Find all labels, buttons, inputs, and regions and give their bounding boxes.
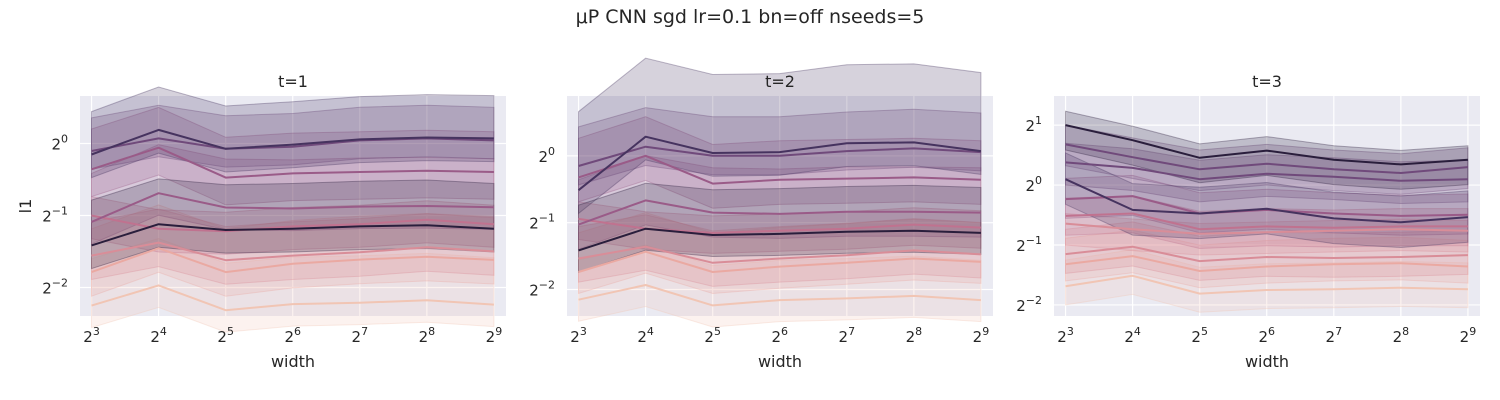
y-tick-label: 2−2 bbox=[529, 279, 555, 300]
series-band-7 bbox=[578, 107, 982, 186]
series-line-8 bbox=[91, 128, 494, 156]
series-line-8 bbox=[577, 135, 982, 191]
series-line-3 bbox=[578, 245, 981, 264]
x-tick-label: 26 bbox=[771, 325, 788, 346]
x-tick-label: 24 bbox=[150, 325, 167, 346]
x-tick-label: 28 bbox=[419, 325, 436, 346]
x-tick-label: 26 bbox=[1258, 325, 1275, 346]
x-tick-label: 29 bbox=[973, 325, 990, 346]
series-line-8 bbox=[1065, 143, 1468, 174]
series-band-5 bbox=[1065, 195, 1469, 250]
x-tick-label: 23 bbox=[1057, 325, 1074, 346]
subplot-1: t=1 23 24 25 26 27 28 29 2−2 2−1 20 width l1 bbox=[16, 72, 506, 371]
series-band-5 bbox=[91, 144, 495, 245]
y-tick-label: 2−1 bbox=[529, 212, 555, 233]
y-tick-label: 2−1 bbox=[42, 205, 68, 226]
subplot-title: t=2 bbox=[765, 72, 795, 91]
series-line-3 bbox=[91, 241, 494, 262]
series-line-9 bbox=[1065, 178, 1468, 224]
subplot-2: t=2 23 24 25 26 27 28 29 2−2 2−1 20 width bbox=[529, 57, 993, 371]
subplot-title: t=3 bbox=[1252, 72, 1282, 91]
series-line-10 bbox=[1065, 124, 1468, 166]
series-band-3 bbox=[1065, 221, 1469, 281]
x-axis-label: width bbox=[758, 352, 802, 371]
series-line-1 bbox=[578, 284, 981, 307]
series-band-7 bbox=[91, 104, 495, 170]
series-line-4 bbox=[1065, 222, 1468, 235]
series-line-3 bbox=[1065, 245, 1468, 263]
series-line-5 bbox=[91, 192, 494, 223]
y-tick-label: 2−2 bbox=[1016, 294, 1042, 315]
series-line-2 bbox=[1065, 255, 1468, 272]
series-band-1 bbox=[91, 237, 495, 333]
y-axis-label: l1 bbox=[16, 199, 35, 214]
y-tick-label: 20 bbox=[1025, 174, 1042, 195]
x-tick-label: 25 bbox=[704, 325, 721, 346]
x-axis-label: width bbox=[1245, 352, 1289, 371]
x-tick-label: 27 bbox=[839, 325, 856, 346]
series-line-6 bbox=[1065, 195, 1468, 217]
x-axis-label: width bbox=[271, 352, 315, 371]
y-tick-label: 2−2 bbox=[42, 276, 68, 297]
y-tick-label: 20 bbox=[51, 133, 68, 154]
x-tick-label: 27 bbox=[1326, 325, 1343, 346]
y-tick-label: 21 bbox=[1025, 114, 1042, 135]
series-line-9 bbox=[578, 227, 981, 252]
series-line-6 bbox=[91, 146, 494, 179]
subplot-title: t=1 bbox=[278, 72, 308, 91]
series-line-7 bbox=[1065, 161, 1468, 182]
series-line-1 bbox=[1065, 274, 1468, 295]
x-tick-label: 25 bbox=[217, 325, 234, 346]
x-tick-label: 24 bbox=[1124, 325, 1141, 346]
y-tick-label: 2−1 bbox=[1016, 234, 1042, 255]
series-band-6 bbox=[91, 106, 495, 206]
series-line-2 bbox=[91, 247, 494, 274]
x-tick-label: 29 bbox=[1460, 325, 1477, 346]
x-tick-label: 25 bbox=[1191, 325, 1208, 346]
subplots: t=1 23 24 25 26 27 28 29 2−2 2−1 20 width l1 t=2 23 24 2… bbox=[16, 57, 1480, 371]
x-tick-label: 27 bbox=[352, 325, 369, 346]
series-line-5 bbox=[578, 199, 981, 226]
series-line-1 bbox=[91, 284, 494, 312]
x-tick-label: 23 bbox=[83, 325, 100, 346]
x-tick-label: 29 bbox=[486, 325, 503, 346]
series-band-8 bbox=[1065, 124, 1469, 195]
series-line-4 bbox=[91, 214, 494, 233]
x-tick-label: 28 bbox=[1393, 325, 1410, 346]
series-line-7 bbox=[578, 145, 981, 167]
series-line-2 bbox=[578, 250, 981, 273]
x-tick-label: 24 bbox=[637, 325, 654, 346]
subplot-3: t=3 23 24 25 26 27 28 29 2−2 2−1 20 21 width bbox=[1016, 72, 1480, 371]
x-tick-label: 26 bbox=[284, 325, 301, 346]
x-tick-label: 28 bbox=[906, 325, 923, 346]
series-line-9 bbox=[91, 223, 494, 247]
series-band-1 bbox=[1065, 249, 1469, 313]
figure-title: μP CNN sgd lr=0.1 bn=off nseeds=5 bbox=[576, 6, 925, 28]
y-tick-label: 20 bbox=[538, 145, 555, 166]
series-band-9 bbox=[1065, 152, 1469, 249]
series-band-4 bbox=[578, 201, 982, 254]
series-line-6 bbox=[578, 154, 981, 185]
series-band-8 bbox=[91, 86, 495, 179]
series-line-5 bbox=[1065, 212, 1468, 231]
x-tick-label: 23 bbox=[570, 325, 587, 346]
series-band-1 bbox=[578, 244, 982, 328]
series-band-6 bbox=[578, 116, 982, 209]
series-band-2 bbox=[1065, 229, 1469, 289]
